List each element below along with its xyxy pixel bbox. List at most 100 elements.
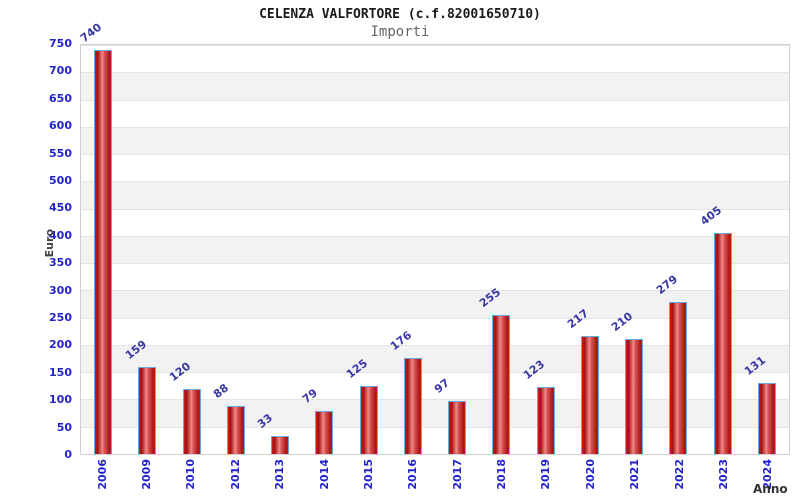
x-tick-label: 2014 xyxy=(317,459,331,490)
x-tick-label: 2023 xyxy=(716,459,730,490)
x-tick-slot: 2020 xyxy=(568,459,612,500)
bar-2006 xyxy=(94,50,113,454)
bar-value-label: 120 xyxy=(166,359,193,384)
y-tick-label: 600 xyxy=(49,119,72,133)
bar-2024 xyxy=(757,382,776,454)
grid-band xyxy=(81,45,789,73)
bars-container: 740 159 120 88 33 79 125 176 97 255 123 217 210 279 40… xyxy=(78,21,789,454)
bar-value-label: 159 xyxy=(122,337,149,363)
bar-slot: 125 xyxy=(344,45,391,454)
bar-2016 xyxy=(403,358,422,454)
grid-band xyxy=(81,99,789,127)
bar-2012 xyxy=(226,406,245,454)
bar-slot: 88 xyxy=(211,45,258,454)
bar-slot: 79 xyxy=(299,45,346,454)
x-tick-label: 2020 xyxy=(583,459,597,490)
x-tick-label: 2006 xyxy=(95,459,109,490)
bar-slot: 131 xyxy=(742,45,789,454)
x-tick-slot: 2016 xyxy=(391,459,435,500)
y-tick-label: 200 xyxy=(49,338,72,352)
x-tick-slot: 2009 xyxy=(124,459,168,500)
x-tick-label: 2017 xyxy=(450,459,464,490)
x-tick-slot: 2014 xyxy=(302,459,346,500)
grid-band xyxy=(81,235,789,264)
y-axis-label: Euro xyxy=(43,229,56,258)
bar-slot: 97 xyxy=(432,45,479,454)
bar-2017 xyxy=(448,401,467,454)
y-tick-label: 500 xyxy=(49,174,72,187)
y-tick-label: 350 xyxy=(49,256,72,270)
y-tick-label: 150 xyxy=(49,365,72,379)
x-tick-label: 2012 xyxy=(228,459,242,490)
bar-value-label: 176 xyxy=(388,328,415,354)
bar-2020 xyxy=(580,335,599,454)
x-tick-slot: 2015 xyxy=(346,459,390,500)
x-tick-label: 2016 xyxy=(406,459,420,490)
bar-slot: 217 xyxy=(565,45,612,454)
y-tick-label: 400 xyxy=(49,228,72,242)
y-tick-label: 650 xyxy=(49,91,72,105)
chart-title: CELENZA VALFORTORE (c.f.82001650710) xyxy=(259,7,541,22)
x-tick-label: 2009 xyxy=(140,459,154,490)
x-tick-label: 2019 xyxy=(539,459,553,490)
bar-2013 xyxy=(271,436,290,454)
grid-band xyxy=(81,263,789,291)
x-tick-label: 2021 xyxy=(628,459,642,490)
bar-value-label: 405 xyxy=(697,203,724,229)
x-tick-slot: 2018 xyxy=(479,459,523,500)
y-tick-label: 550 xyxy=(49,146,72,160)
x-tick-label: 2022 xyxy=(672,459,686,490)
bar-slot: 210 xyxy=(609,45,656,454)
bar-2023 xyxy=(713,233,732,454)
bar-2010 xyxy=(182,388,201,454)
y-tick-label: 750 xyxy=(49,37,72,50)
x-tick-slot: 2006 xyxy=(80,459,124,500)
x-tick-slot: 2019 xyxy=(524,459,568,500)
x-tick-slot: 2010 xyxy=(169,459,213,500)
x-tick-label: 2018 xyxy=(495,459,509,490)
bar-2015 xyxy=(359,385,378,454)
grid-band xyxy=(81,72,789,100)
bar-value-label: 88 xyxy=(211,381,232,402)
bar-slot: 123 xyxy=(520,45,568,454)
x-tick-label: 2010 xyxy=(184,459,198,490)
bar-slot: 255 xyxy=(476,45,523,454)
y-tick-label: 450 xyxy=(49,201,72,215)
y-tick-label: 0 xyxy=(64,448,72,461)
chart-subtitle: Importi xyxy=(370,24,430,40)
x-tick-slot: 2022 xyxy=(657,459,701,500)
bar-slot: 740 xyxy=(78,21,125,454)
x-tick-slot: 2013 xyxy=(258,459,302,500)
bar-2022 xyxy=(669,301,688,454)
bar-slot: 176 xyxy=(388,45,435,454)
bar-value-label: 279 xyxy=(653,272,680,297)
y-tick-label: 100 xyxy=(49,393,72,407)
bar-2009 xyxy=(138,367,157,454)
bar-value-label: 97 xyxy=(432,376,453,397)
x-tick-slot: 2021 xyxy=(613,459,657,500)
y-tick-label: 300 xyxy=(49,283,72,297)
bar-2019 xyxy=(536,386,555,454)
bar-value-label: 217 xyxy=(565,306,592,331)
x-tick-slot: 2023 xyxy=(701,459,745,500)
y-tick-label: 250 xyxy=(49,311,72,324)
bar-slot: 405 xyxy=(697,45,745,454)
bar-value-label: 131 xyxy=(742,353,769,378)
x-tick-slot: 2012 xyxy=(213,459,257,500)
x-tick-slot: 2017 xyxy=(435,459,479,500)
grid-band xyxy=(81,181,789,209)
grid-band xyxy=(81,208,789,236)
bar-value-label: 123 xyxy=(520,357,547,382)
x-tick-label: 2015 xyxy=(361,459,375,490)
grid-band xyxy=(81,154,789,182)
x-axis-label: Anno xyxy=(753,482,788,496)
x-axis-ticks: 2006 2009 2010 2012 2013 2014 2015 2016 2017 2018… xyxy=(80,459,790,500)
bar-2021 xyxy=(625,339,644,454)
bar-value-label: 210 xyxy=(609,310,636,335)
bar-slot: 279 xyxy=(653,45,700,454)
bar-value-label: 33 xyxy=(255,411,276,432)
bar-2018 xyxy=(492,314,511,454)
bar-value-label: 255 xyxy=(476,285,503,310)
bar-value-label: 79 xyxy=(299,386,320,406)
